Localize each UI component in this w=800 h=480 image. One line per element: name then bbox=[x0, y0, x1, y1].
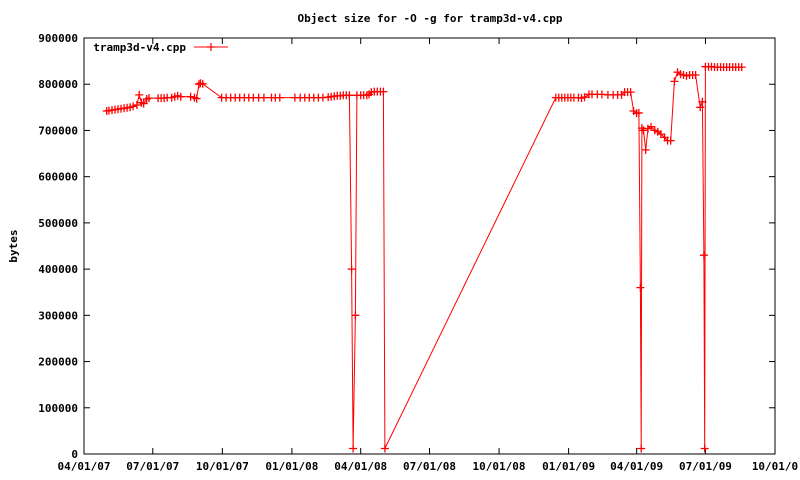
data-point bbox=[145, 94, 153, 103]
y-tick-label: 600000 bbox=[38, 171, 78, 184]
data-point bbox=[192, 94, 201, 103]
data-point bbox=[347, 265, 356, 274]
data-point bbox=[129, 102, 138, 111]
data-point bbox=[275, 93, 284, 102]
y-tick-label: 100000 bbox=[38, 402, 78, 415]
legend: tramp3d-v4.cpp bbox=[93, 41, 228, 54]
data-point bbox=[349, 444, 358, 453]
x-tick-label: 07/01/09 bbox=[679, 460, 732, 473]
legend-label: tramp3d-v4.cpp bbox=[93, 41, 186, 54]
data-point bbox=[696, 103, 705, 112]
chart-title: Object size for -O -g for tramp3d-v4.cpp bbox=[298, 12, 563, 25]
x-tick-label: 10/01/0 bbox=[752, 460, 798, 473]
data-point bbox=[580, 93, 589, 102]
data-point bbox=[698, 97, 707, 106]
data-point bbox=[259, 93, 268, 102]
data-point bbox=[198, 79, 207, 88]
data-point bbox=[380, 444, 389, 453]
data-point bbox=[666, 136, 675, 145]
data-point bbox=[132, 101, 141, 109]
data-point bbox=[637, 444, 646, 453]
data-point bbox=[176, 92, 185, 101]
x-tick-label: 01/01/08 bbox=[265, 460, 318, 473]
legend-marker-sample bbox=[207, 43, 215, 51]
plot-marks bbox=[102, 62, 746, 453]
plot-frame bbox=[83, 37, 776, 455]
y-tick-label: 400000 bbox=[38, 263, 78, 276]
x-tick-label: 04/01/08 bbox=[334, 460, 387, 473]
data-point bbox=[700, 444, 709, 453]
y-tick-label: 500000 bbox=[38, 217, 78, 230]
x-tick-label: 04/01/07 bbox=[58, 460, 111, 473]
data-point bbox=[691, 71, 700, 79]
series-line-0 bbox=[106, 66, 742, 449]
y-tick-label: 900000 bbox=[38, 32, 78, 45]
data-point bbox=[636, 283, 645, 292]
data-point bbox=[641, 145, 650, 154]
data-point bbox=[135, 90, 144, 99]
data-point bbox=[345, 91, 354, 100]
x-tick-label: 10/01/07 bbox=[196, 460, 249, 473]
data-point bbox=[634, 108, 643, 117]
data-point bbox=[626, 88, 635, 97]
data-point bbox=[737, 63, 746, 72]
data-point bbox=[699, 251, 708, 260]
data-point bbox=[647, 122, 655, 131]
data-point bbox=[379, 87, 388, 96]
y-tick-label: 0 bbox=[71, 448, 78, 461]
y-axis-label: bytes bbox=[7, 229, 20, 262]
y-tick-label: 700000 bbox=[38, 124, 78, 137]
data-point bbox=[186, 92, 195, 101]
y-tick-label: 200000 bbox=[38, 356, 78, 369]
data-point bbox=[670, 77, 679, 86]
data-point bbox=[639, 126, 648, 135]
x-tick-label: 01/01/09 bbox=[542, 460, 595, 473]
data-point bbox=[351, 311, 360, 320]
x-tick-label: 04/01/09 bbox=[610, 460, 663, 473]
x-tick-label: 07/01/07 bbox=[126, 460, 179, 473]
data-point bbox=[139, 99, 148, 108]
plot-axes: 0 100000 200000 300000 400000 500000 600000 700… bbox=[38, 32, 798, 473]
y-tick-label: 300000 bbox=[38, 309, 78, 322]
x-tick-label: 07/01/08 bbox=[403, 460, 456, 473]
x-tick-label: 10/01/08 bbox=[473, 460, 526, 473]
y-tick-label: 800000 bbox=[38, 78, 78, 91]
